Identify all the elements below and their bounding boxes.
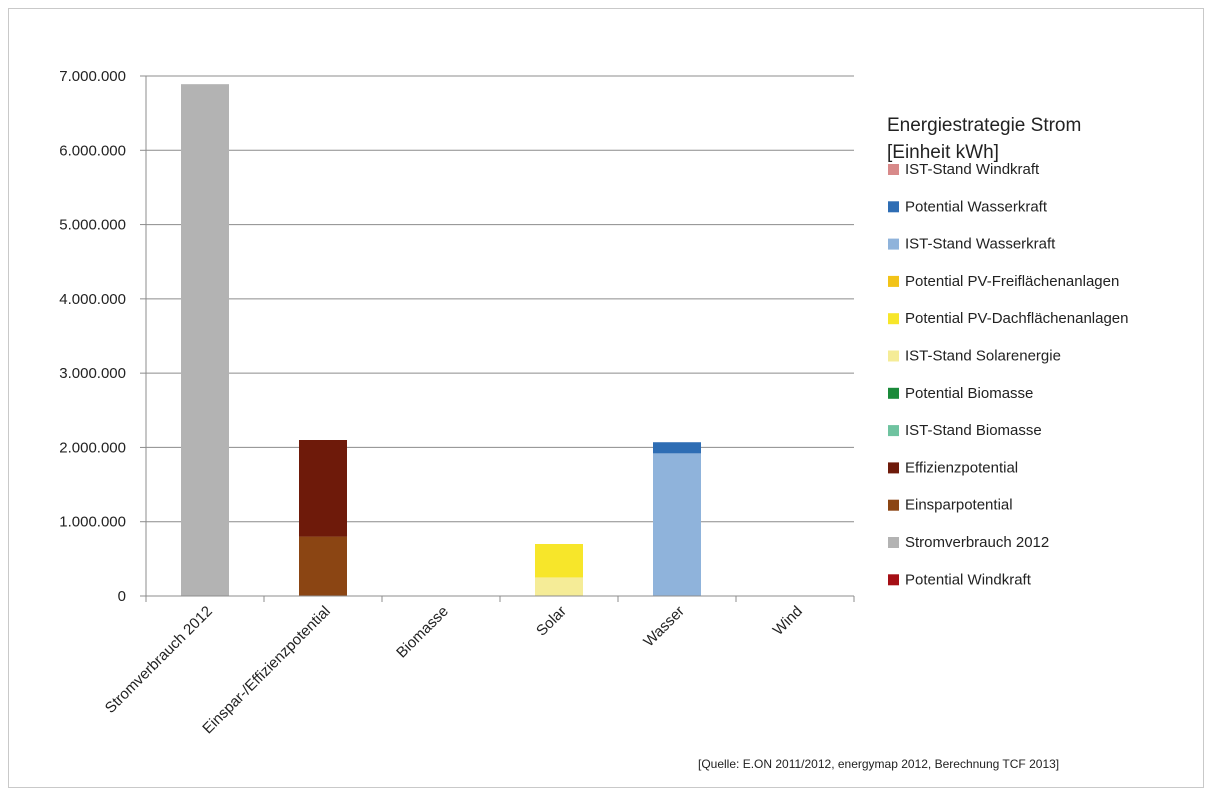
legend-swatch (888, 238, 899, 250)
bar-segment (653, 442, 701, 454)
bar-segment (299, 440, 347, 537)
legend-item-label: Potential Biomasse (905, 385, 1033, 402)
legend-swatch (888, 537, 899, 548)
legend-item-label: Effizienzpotential (905, 459, 1018, 476)
legend-item-label: Potential Wasserkraft (905, 198, 1048, 215)
legend-title-line-2: [Einheit kWh] (887, 142, 999, 163)
legend-swatch (888, 275, 899, 287)
category-label: Solar (533, 603, 570, 640)
y-tick-label: 4.000.000 (59, 291, 126, 308)
y-tick-label: 5.000.000 (59, 217, 126, 234)
bars (181, 84, 701, 597)
bar-segment (535, 577, 583, 596)
y-tick-label: 2.000.000 (59, 439, 126, 456)
legend-item-label: Einsparpotential (905, 497, 1013, 514)
y-tick-label: 0 (118, 588, 126, 605)
legend-item-label: IST-Stand Wasserkraft (905, 236, 1056, 253)
category-label: Wasser (640, 603, 688, 651)
y-tick-label: 7.000.000 (59, 68, 126, 85)
legend-title-line-1: Energiestrategie Strom (887, 115, 1081, 136)
legend-swatch (888, 313, 899, 325)
legend-item-label: Potential PV-Dachflächenanlagen (905, 310, 1129, 327)
legend-item-label: Potential Windkraft (905, 571, 1032, 588)
axes: 0 1.000.000 2.000.000 3.000.000 4.000.000 5.0… (59, 68, 855, 737)
bar-segment (299, 536, 347, 596)
legend-item-label: IST-Stand Solarenergie (905, 348, 1061, 365)
legend-swatch (888, 387, 899, 399)
category-label: Wind (770, 603, 806, 639)
legend-item-label: Stromverbrauch 2012 (905, 534, 1049, 551)
category-label: Biomasse (393, 603, 452, 662)
legend-swatch (888, 462, 899, 474)
bar-segment (535, 544, 583, 578)
legend-swatch (888, 499, 899, 511)
legend-item-label: IST-Stand Windkraft (905, 161, 1040, 178)
legend-swatch (888, 425, 899, 437)
y-tick-label: 3.000.000 (59, 365, 126, 382)
legend-swatch (888, 164, 899, 175)
legend-item-label: Potential PV-Freiflächenanlagen (905, 273, 1119, 290)
legend-item-label: IST-Stand Biomasse (905, 422, 1042, 439)
category-label: Stromverbrauch 2012 (102, 603, 216, 717)
legend-swatch (888, 574, 899, 586)
legend-swatch (888, 201, 899, 213)
grid (146, 75, 854, 523)
y-tick-label: 6.000.000 (59, 142, 126, 159)
category-label: Einspar-/Effizienzpotential (199, 603, 333, 737)
bar-segment (181, 84, 229, 597)
legend-swatch (888, 350, 899, 362)
legend: Energiestrategie Strom [Einheit kWh] IST… (887, 115, 1129, 588)
bar-segment (653, 453, 701, 596)
source-note: [Quelle: E.ON 2011/2012, energymap 2012,… (698, 757, 1059, 771)
y-tick-label: 1.000.000 (59, 514, 126, 531)
